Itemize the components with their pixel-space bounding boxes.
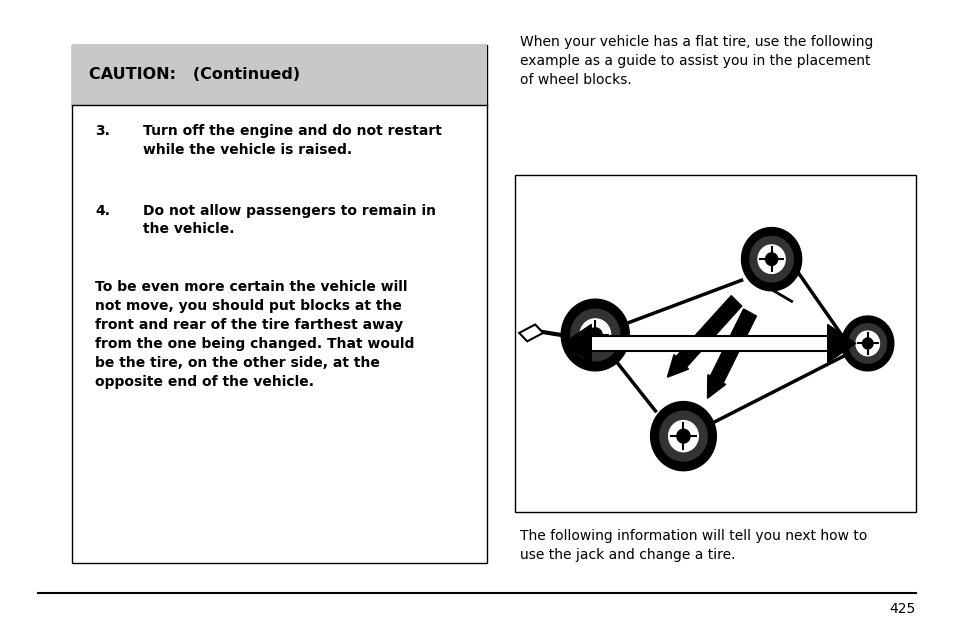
Polygon shape: [758, 245, 784, 273]
Polygon shape: [676, 296, 740, 367]
Text: 425: 425: [888, 602, 915, 616]
Text: 3.: 3.: [95, 124, 111, 138]
Polygon shape: [579, 319, 610, 351]
Text: 4.: 4.: [95, 204, 111, 218]
Polygon shape: [650, 401, 716, 471]
FancyBboxPatch shape: [71, 45, 486, 105]
Polygon shape: [855, 331, 879, 356]
Polygon shape: [848, 324, 885, 363]
FancyBboxPatch shape: [71, 45, 486, 563]
FancyBboxPatch shape: [515, 175, 915, 512]
Text: Do not allow passengers to remain in
the vehicle.: Do not allow passengers to remain in the…: [143, 204, 436, 237]
Polygon shape: [707, 375, 725, 398]
Polygon shape: [570, 309, 619, 361]
Text: To be even more certain the vehicle will
not move, you should put blocks at the
: To be even more certain the vehicle will…: [95, 280, 415, 389]
Polygon shape: [749, 237, 792, 282]
Polygon shape: [841, 316, 893, 371]
Polygon shape: [659, 411, 706, 461]
Polygon shape: [668, 420, 698, 452]
Polygon shape: [667, 355, 688, 377]
Polygon shape: [740, 228, 801, 291]
Polygon shape: [587, 336, 831, 351]
Polygon shape: [560, 299, 629, 371]
Text: The following information will tell you next how to
use the jack and change a ti: The following information will tell you …: [519, 529, 866, 562]
Text: CAUTION:   (Continued): CAUTION: (Continued): [89, 67, 299, 82]
Polygon shape: [862, 338, 872, 349]
Polygon shape: [765, 253, 777, 265]
Text: Turn off the engine and do not restart
while the vehicle is raised.: Turn off the engine and do not restart w…: [143, 124, 441, 157]
Polygon shape: [588, 328, 601, 342]
Text: When your vehicle has a flat tire, use the following
example as a guide to assis: When your vehicle has a flat tire, use t…: [519, 35, 872, 87]
Polygon shape: [562, 324, 591, 363]
Polygon shape: [518, 324, 542, 342]
Polygon shape: [710, 309, 756, 383]
Polygon shape: [827, 324, 855, 363]
Polygon shape: [677, 429, 689, 443]
